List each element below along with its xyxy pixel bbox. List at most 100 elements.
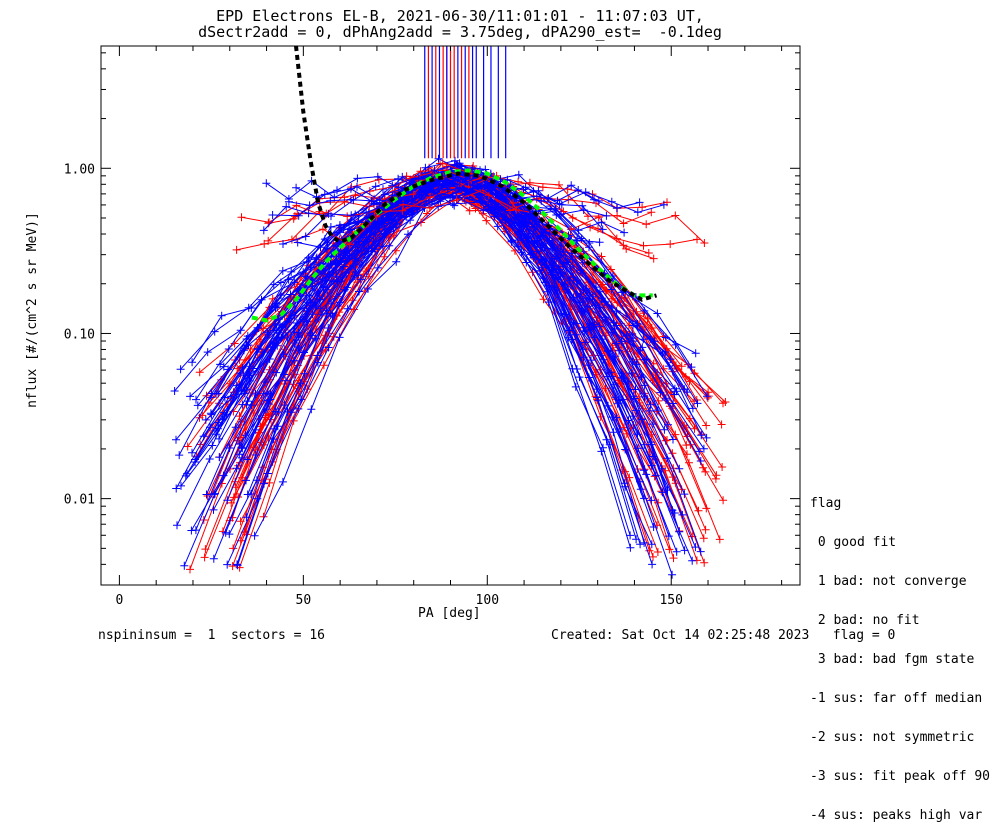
data-point-blue bbox=[451, 176, 460, 185]
data-point-blue bbox=[209, 554, 218, 563]
data-point-blue bbox=[669, 399, 678, 408]
data-point-blue bbox=[611, 352, 620, 361]
axes-layer: 0 50 100 150 0.01 0.10 1.00 bbox=[64, 45, 801, 608]
data-point-blue bbox=[450, 201, 459, 210]
data-point-blue bbox=[193, 401, 202, 410]
chart-title-line2: dSectr2add = 0, dPhAng2add = 3.75deg, dP… bbox=[198, 23, 722, 41]
data-point-red bbox=[525, 178, 534, 187]
data-point-red bbox=[482, 216, 491, 225]
data-point-blue bbox=[688, 556, 697, 565]
data-point-red bbox=[612, 234, 621, 243]
data-point-blue bbox=[343, 283, 352, 292]
data-point-blue bbox=[429, 187, 438, 196]
data-point-blue bbox=[567, 181, 576, 190]
series-line-red bbox=[263, 191, 717, 517]
data-point-blue bbox=[661, 348, 670, 356]
series-line-blue bbox=[217, 168, 676, 514]
data-point-blue bbox=[638, 343, 647, 352]
data-point-blue bbox=[268, 211, 277, 219]
data-point-blue bbox=[609, 428, 618, 437]
data-point-blue bbox=[607, 197, 616, 206]
data-point-blue bbox=[287, 408, 295, 417]
data-point-red bbox=[259, 324, 268, 333]
data-point-red bbox=[693, 235, 701, 244]
data-point-blue bbox=[672, 547, 681, 556]
data-point-blue bbox=[264, 330, 273, 339]
data-point-blue bbox=[172, 484, 181, 493]
data-point-blue bbox=[640, 355, 648, 364]
data-point-blue bbox=[392, 257, 401, 266]
data-point-red bbox=[260, 239, 269, 248]
data-point-blue bbox=[316, 304, 325, 313]
data-point-blue bbox=[301, 232, 310, 241]
series-line-blue bbox=[195, 179, 702, 552]
data-point-blue bbox=[648, 420, 657, 429]
data-point-red bbox=[685, 414, 694, 423]
data-point-red bbox=[703, 393, 712, 402]
data-point-blue bbox=[547, 266, 556, 275]
data-point-red bbox=[478, 209, 487, 218]
data-point-blue bbox=[612, 204, 621, 213]
data-point-blue bbox=[243, 455, 252, 464]
data-point-red bbox=[594, 213, 603, 222]
footer-info-left: nspininsum = 1 sectors = 16 bbox=[98, 628, 325, 643]
legend-item: 2 bad: no fit bbox=[810, 613, 920, 628]
data-point-red bbox=[539, 295, 548, 304]
data-point-blue bbox=[362, 208, 371, 217]
data-point-blue bbox=[177, 481, 185, 490]
legend-item: 3 bad: bad fgm state bbox=[810, 652, 975, 667]
data-point-red bbox=[351, 191, 360, 200]
data-point-blue bbox=[587, 356, 595, 365]
data-point-blue bbox=[645, 406, 654, 415]
data-point-blue bbox=[244, 303, 253, 312]
data-point-blue bbox=[635, 198, 644, 207]
data-point-blue bbox=[555, 200, 564, 208]
data-point-blue bbox=[186, 392, 195, 401]
data-point-blue bbox=[597, 218, 606, 227]
series-line-blue bbox=[240, 180, 638, 448]
data-point-blue bbox=[365, 223, 374, 232]
legend-item: -1 sus: far off median bbox=[810, 691, 983, 706]
data-point-blue bbox=[579, 353, 588, 362]
data-point-blue bbox=[243, 490, 252, 499]
data-point-blue bbox=[319, 283, 328, 292]
data-point-blue bbox=[210, 327, 219, 336]
data-point-red bbox=[702, 421, 711, 430]
data-point-blue bbox=[209, 505, 218, 514]
data-point-blue bbox=[270, 424, 279, 433]
data-point-blue bbox=[378, 242, 387, 251]
chart-title-line1: EPD Electrons EL-B, 2021-06-30/11:01:01 … bbox=[216, 7, 704, 25]
data-point-blue bbox=[585, 239, 594, 247]
data-point-blue bbox=[242, 400, 251, 409]
data-point-blue bbox=[626, 334, 635, 343]
data-point-red bbox=[619, 241, 628, 250]
data-point-blue bbox=[269, 280, 278, 289]
data-point-blue bbox=[302, 301, 311, 310]
plot-layer bbox=[170, 46, 730, 579]
data-point-red bbox=[438, 159, 447, 168]
data-point-blue bbox=[286, 290, 295, 299]
data-point-blue bbox=[406, 216, 415, 225]
data-point-blue bbox=[353, 174, 362, 183]
data-point-blue bbox=[277, 333, 286, 342]
data-point-blue bbox=[542, 228, 550, 237]
data-point-blue bbox=[347, 225, 355, 234]
data-point-blue bbox=[595, 303, 604, 312]
data-point-blue bbox=[192, 395, 200, 404]
data-point-blue bbox=[281, 376, 290, 385]
data-point-red bbox=[329, 332, 338, 341]
data-point-blue bbox=[581, 338, 590, 347]
series-blue bbox=[279, 176, 629, 248]
data-point-blue bbox=[614, 396, 623, 405]
data-point-blue bbox=[580, 327, 589, 336]
data-point-blue bbox=[350, 254, 359, 263]
data-point-blue bbox=[582, 294, 591, 303]
median-curve bbox=[294, 46, 658, 302]
data-point-blue bbox=[253, 494, 262, 503]
data-point-blue bbox=[640, 538, 649, 547]
series-line-blue bbox=[272, 179, 665, 217]
data-point-blue bbox=[483, 180, 492, 188]
y-axis-label: nflux [#/(cm^2 s sr MeV)] bbox=[25, 212, 40, 408]
data-point-blue bbox=[628, 369, 636, 377]
data-point-blue bbox=[434, 154, 443, 163]
